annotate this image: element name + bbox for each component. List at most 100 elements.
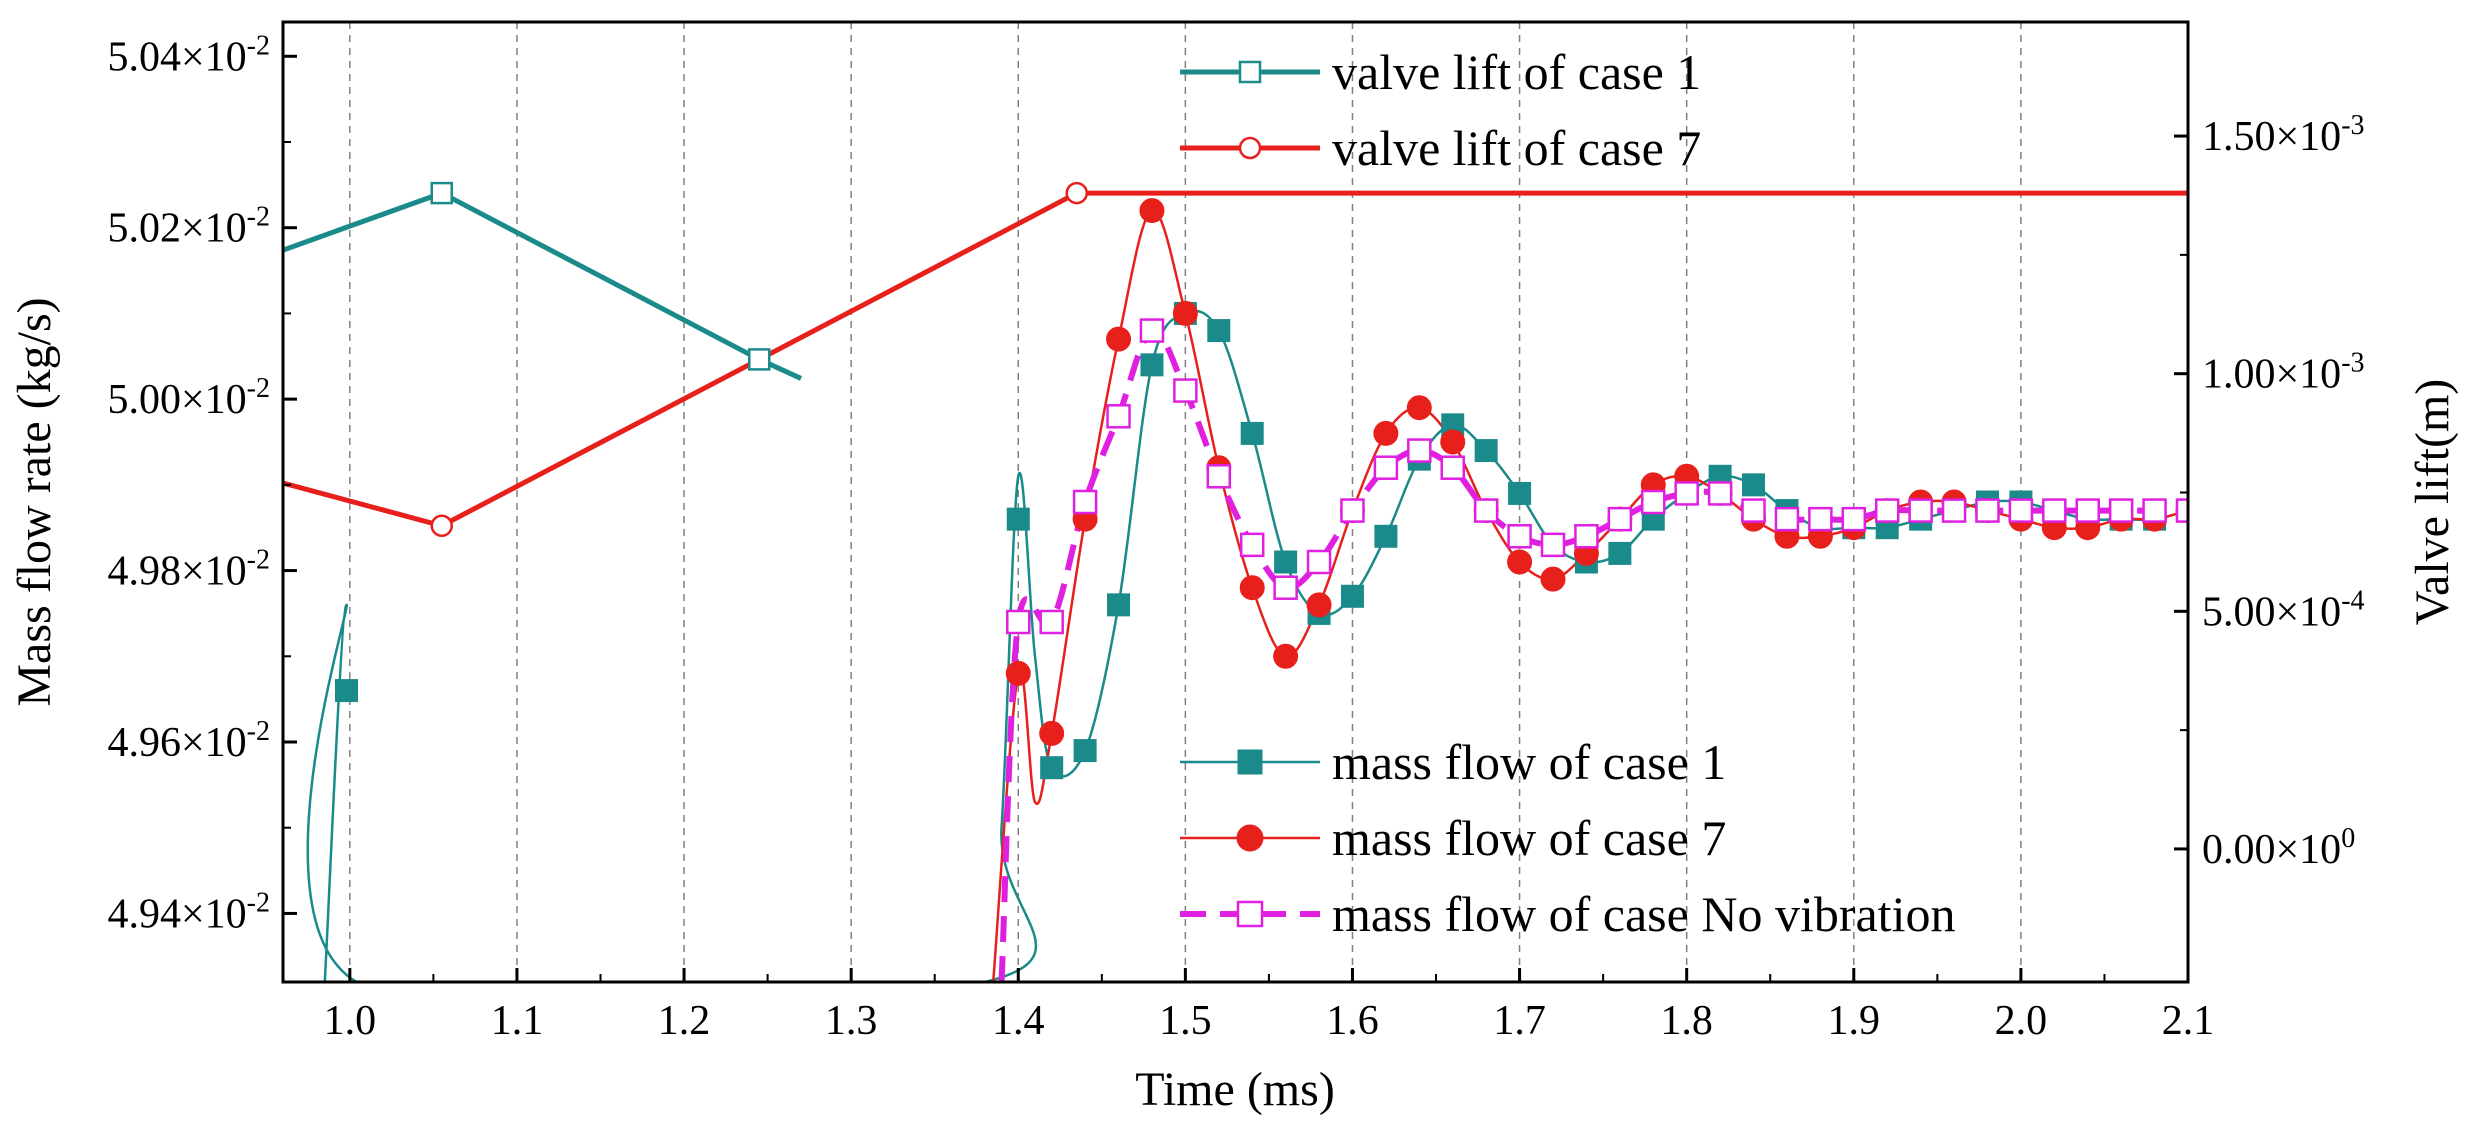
legend-marker-mass-flow-of-case-1	[1237, 749, 1263, 775]
series-point-mass-flow-of-case-7	[1373, 420, 1399, 446]
series-point-mass-flow-of-case-1	[1474, 439, 1498, 463]
series-point-mass-flow-of-case-1	[1040, 756, 1064, 780]
series-point-mass-flow-of-case-no-vibration	[1039, 609, 1064, 635]
series-point-mass-flow-of-case-no-vibration	[1841, 506, 1867, 532]
x-tick-label: 1.5	[1159, 998, 1212, 1044]
legend-label-valve-lift-of-case-7: valve lift of case 7	[1332, 120, 1701, 176]
x-tick-label: 1.1	[491, 998, 544, 1044]
series-point-mass-flow-of-case-no-vibration	[1874, 498, 1900, 523]
series-point-mass-flow-of-case-no-vibration	[2042, 498, 2067, 523]
x-tick-label: 1.9	[1828, 998, 1881, 1044]
x-tick-label: 1.3	[825, 998, 878, 1044]
x-tick-label: 1.0	[324, 998, 377, 1044]
series-point-mass-flow-of-case-1	[1742, 473, 1766, 497]
series-point-mass-flow-of-case-no-vibration	[1975, 498, 2000, 523]
y-left-tick-label: 5.02×10-2	[107, 202, 270, 252]
series-point-mass-flow-of-case-7	[1507, 549, 1533, 575]
series-point-mass-flow-of-case-7	[1273, 643, 1299, 669]
x-tick-label: 1.2	[658, 998, 711, 1044]
series-point-mass-flow-of-case-no-vibration	[2075, 498, 2100, 523]
x-axis-title: Time (ms)	[1135, 1063, 1335, 1116]
series-point-mass-flow-of-case-7	[1005, 660, 1031, 686]
x-tick-label: 1.4	[992, 998, 1045, 1044]
series-point-mass-flow-of-case-7	[1306, 592, 1332, 618]
series-point-mass-flow-of-case-7	[1172, 300, 1198, 326]
y-left-tick-label: 5.04×10-2	[107, 30, 270, 80]
series-point-valve-lift-of-case-1	[748, 348, 771, 371]
series-point-mass-flow-of-case-1	[1240, 421, 1264, 445]
series-point-mass-flow-of-case-no-vibration	[1206, 464, 1232, 489]
y-right-tick-label: 1.00×10-3	[2202, 348, 2365, 398]
y-left-tick-label: 4.94×10-2	[107, 887, 270, 937]
legend-marker-valve-lift-of-case-7	[1238, 136, 1262, 160]
series-point-mass-flow-of-case-7	[1440, 429, 1466, 455]
series-point-mass-flow-of-case-7	[1406, 395, 1432, 421]
series-point-mass-flow-of-case-no-vibration	[1808, 506, 1833, 532]
legend-marker-mass-flow-of-case-no-vibration	[1236, 900, 1264, 928]
y-left-tick-label: 4.98×10-2	[107, 545, 270, 595]
axis-layer: 1.0 1.1 1.2 1.3 1.4 1.5 1.6 1.7 1.8 1.9 2.0 2.1 4.94…	[107, 30, 2364, 1044]
series-point-mass-flow-of-case-no-vibration	[1908, 498, 1933, 523]
series-point-mass-flow-of-case-no-vibration	[1072, 489, 1098, 515]
series-point-mass-flow-of-case-no-vibration	[1574, 524, 1599, 549]
series-point-mass-flow-of-case-no-vibration	[1607, 506, 1633, 532]
y-left-tick-label: 5.00×10-2	[107, 373, 270, 423]
legend-layer: valve lift of case 1 valve lift of case 7…	[1180, 44, 1955, 942]
series-point-mass-flow-of-case-7	[1239, 575, 1265, 601]
legend-label-mass-flow-of-case-7: mass flow of case 7	[1332, 810, 1726, 866]
series-point-mass-flow-of-case-no-vibration	[1273, 575, 1298, 600]
legend-label-valve-lift-of-case-1: valve lift of case 1	[1332, 44, 1701, 100]
y-left-tick-label: 4.96×10-2	[107, 716, 270, 766]
series-point-mass-flow-of-case-no-vibration	[1006, 609, 1031, 635]
x-tick-label: 1.6	[1326, 998, 1379, 1044]
series-point-mass-flow-of-case-no-vibration	[1774, 506, 1800, 532]
series-point-mass-flow-of-case-no-vibration	[1507, 524, 1532, 549]
y-left-axis-title: Mass flow rate (kg/s)	[8, 297, 61, 706]
legend-marker-mass-flow-of-case-7	[1236, 824, 1264, 852]
series-point-mass-flow-of-case-1	[1140, 353, 1164, 377]
series-point-mass-flow-of-case-no-vibration	[1306, 549, 1332, 575]
y-right-tick-label: 0.00×100	[2202, 823, 2355, 873]
series-point-mass-flow-of-case-7	[1039, 720, 1065, 746]
series-point-valve-lift-of-case-1	[430, 181, 453, 205]
series-point-valve-lift-of-case-7	[430, 514, 453, 538]
marker-layer	[335, 181, 2188, 780]
y-right-axis-title: Valve lift(m)	[2406, 379, 2459, 626]
series-point-mass-flow-of-case-no-vibration	[1707, 481, 1733, 506]
series-point-mass-flow-of-case-1	[1107, 593, 1131, 617]
series-point-mass-flow-of-case-no-vibration	[1239, 532, 1265, 558]
series-point-valve-lift-of-case-7	[1065, 181, 1088, 205]
series-point-mass-flow-of-case-no-vibration	[2008, 498, 2034, 523]
x-tick-label: 2.0	[1995, 998, 2048, 1044]
series-point-mass-flow-of-case-no-vibration	[2142, 498, 2167, 523]
series-point-mass-flow-of-case-no-vibration	[2175, 498, 2188, 523]
series-point-mass-flow-of-case-no-vibration	[1540, 532, 1566, 558]
plot-frame	[281, 20, 2190, 984]
series-point-mass-flow-of-case-1	[1207, 319, 1231, 343]
series-point-mass-flow-of-case-1	[1508, 481, 1532, 505]
series-point-mass-flow-of-case-1	[1340, 584, 1364, 608]
series-point-mass-flow-of-case-no-vibration	[1373, 455, 1399, 480]
series-point-mass-flow-of-case-no-vibration	[1440, 455, 1465, 480]
series-point-mass-flow-of-case-no-vibration	[1473, 498, 1499, 523]
series-point-mass-flow-of-case-no-vibration	[1407, 438, 1432, 463]
series-point-mass-flow-of-case-1	[1006, 507, 1030, 531]
series-point-mass-flow-of-case-7	[1540, 566, 1566, 592]
x-tick-label: 2.1	[2162, 998, 2215, 1044]
series-line-mass-flow-of-case-no-vibration	[998, 327, 2188, 982]
legend-label-mass-flow-of-case-1: mass flow of case 1	[1332, 734, 1726, 790]
series-point-mass-flow-of-case-no-vibration	[1340, 498, 1365, 523]
plot-background	[283, 22, 2188, 982]
series-point-mass-flow-of-case-1	[1374, 524, 1398, 548]
series-point-mass-flow-of-case-no-vibration	[1106, 404, 1131, 429]
series-point-mass-flow-of-case-no-vibration	[1674, 481, 1699, 506]
series-point-mass-flow-of-case-1	[335, 679, 358, 703]
grid-layer	[349, 22, 2022, 982]
y-right-tick-label: 1.50×10-3	[2202, 110, 2365, 160]
series-point-mass-flow-of-case-7	[1106, 326, 1132, 352]
series-point-mass-flow-of-case-no-vibration	[1741, 498, 1766, 523]
x-tick-label: 1.7	[1493, 998, 1546, 1044]
y-right-tick-label: 5.00×10-4	[2202, 585, 2365, 635]
series-point-mass-flow-of-case-1	[1073, 739, 1097, 763]
